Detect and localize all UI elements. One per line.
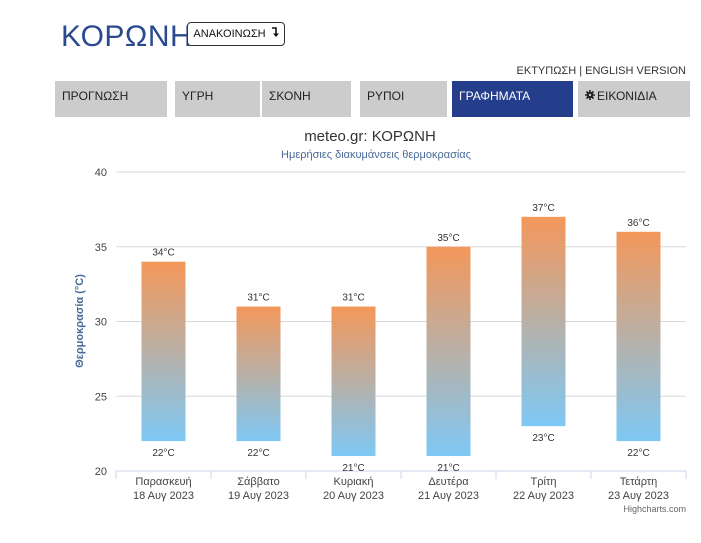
page-title: ΚΟΡΩΝΗ xyxy=(61,20,193,53)
low-temp-label: 23°C xyxy=(532,433,554,444)
high-temp-label: 36°C xyxy=(627,218,649,229)
x-tick-day: Σάββατο xyxy=(237,476,279,488)
x-tick-date: 21 Αυγ 2023 xyxy=(418,490,479,502)
x-tick-day: Τρίτη xyxy=(531,476,557,488)
x-axis: Παρασκευή 18 Αυγ 2023 Σάββατο 19 Αυγ 2023 Κυ… xyxy=(115,471,687,502)
arrow-down-return-icon xyxy=(270,27,279,41)
y-axis-ticks: 20 25 30 35 40 xyxy=(95,167,107,478)
x-tick-day: Δευτέρα xyxy=(428,476,469,488)
tab-label: ΠΡΟΓΝΩΣΗ xyxy=(62,89,129,103)
y-tick-label: 35 xyxy=(95,242,107,254)
y-axis-title: Θερμοκρασία (°C) xyxy=(74,274,86,368)
gear-icon xyxy=(585,89,595,103)
x-tick-date: 19 Αυγ 2023 xyxy=(228,490,289,502)
temperature-bar xyxy=(616,231,661,442)
tab-label: ΓΡΑΦΗΜΑΤΑ xyxy=(459,89,531,103)
data-labels: 34°C 22°C 31°C 22°C 31°C 21°C 35°C 21°C 37°C 23°C… xyxy=(152,203,649,474)
temperature-bar xyxy=(426,246,471,457)
high-temp-label: 31°C xyxy=(342,293,364,304)
tab-label: ΣΚΟΝΗ xyxy=(269,89,311,103)
tab-dust[interactable]: ΣΚΟΝΗ xyxy=(262,81,351,117)
tab-bar: ΠΡΟΓΝΩΣΗ ΥΓΡΗ ΣΚΟΝΗ ΡΥΠΟΙ ΓΡΑΦΗΜΑΤΑ ΕΙΚΟ… xyxy=(55,81,690,117)
x-tick-date: 23 Αυγ 2023 xyxy=(608,490,669,502)
temperature-bar xyxy=(331,306,376,457)
tab-label: ΡΥΠΟΙ xyxy=(367,89,405,103)
y-tick-label: 25 xyxy=(95,391,107,403)
grid-lines xyxy=(116,171,686,472)
x-tick-day: Τετάρτη xyxy=(620,476,658,488)
announcement-button[interactable]: ΑΝΑΚΟΙΝΩΣΗ xyxy=(187,22,285,46)
high-temp-label: 37°C xyxy=(532,203,554,214)
high-temp-label: 35°C xyxy=(437,233,459,244)
low-temp-label: 22°C xyxy=(627,448,649,459)
high-temp-label: 31°C xyxy=(247,293,269,304)
print-link[interactable]: ΕΚΤΥΠΩΣΗ xyxy=(516,65,577,77)
temperature-bar xyxy=(521,216,566,427)
english-version-link[interactable]: ENGLISH VERSION xyxy=(585,65,686,77)
x-tick-date: 22 Αυγ 2023 xyxy=(513,490,574,502)
highcharts-credit[interactable]: Highcharts.com xyxy=(623,504,686,514)
tab-humidity[interactable]: ΥΓΡΗ xyxy=(175,81,260,117)
link-separator: | xyxy=(576,65,586,77)
temperature-bar xyxy=(236,306,281,442)
tab-forecast[interactable]: ΠΡΟΓΝΩΣΗ xyxy=(55,81,167,117)
temperature-chart: meteo.gr: ΚΟΡΩΝΗ Ημερήσιες διακυμάνσεις … xyxy=(74,128,687,502)
tab-charts[interactable]: ΓΡΑΦΗΜΑΤΑ xyxy=(452,81,573,117)
announcement-label: ΑΝΑΚΟΙΝΩΣΗ xyxy=(193,28,266,40)
chart-title: meteo.gr: ΚΟΡΩΝΗ xyxy=(304,128,436,145)
high-temp-label: 34°C xyxy=(152,248,174,259)
y-tick-label: 40 xyxy=(95,167,107,179)
x-tick-date: 20 Αυγ 2023 xyxy=(323,490,384,502)
low-temp-label: 22°C xyxy=(152,448,174,459)
temperature-bar xyxy=(141,261,186,442)
tab-label: ΥΓΡΗ xyxy=(182,89,214,103)
x-tick-day: Παρασκευή xyxy=(135,476,191,488)
x-tick-day: Κυριακή xyxy=(333,476,373,488)
chart-subtitle: Ημερήσιες διακυμάνσεις θερμοκρασίας xyxy=(281,149,471,161)
y-tick-label: 20 xyxy=(95,466,107,478)
low-temp-label: 22°C xyxy=(247,448,269,459)
bars xyxy=(141,216,661,457)
top-links: ΕΚΤΥΠΩΣΗ | ENGLISH VERSION xyxy=(517,65,686,77)
x-tick-date: 18 Αυγ 2023 xyxy=(133,490,194,502)
tab-pollutants[interactable]: ΡΥΠΟΙ xyxy=(360,81,447,117)
tab-label: ΕΙΚΟΝΙΔΙΑ xyxy=(597,89,657,103)
y-tick-label: 30 xyxy=(95,317,107,329)
low-temp-label: 21°C xyxy=(437,463,459,474)
low-temp-label: 21°C xyxy=(342,463,364,474)
tab-icons[interactable]: ΕΙΚΟΝΙΔΙΑ xyxy=(578,81,690,117)
